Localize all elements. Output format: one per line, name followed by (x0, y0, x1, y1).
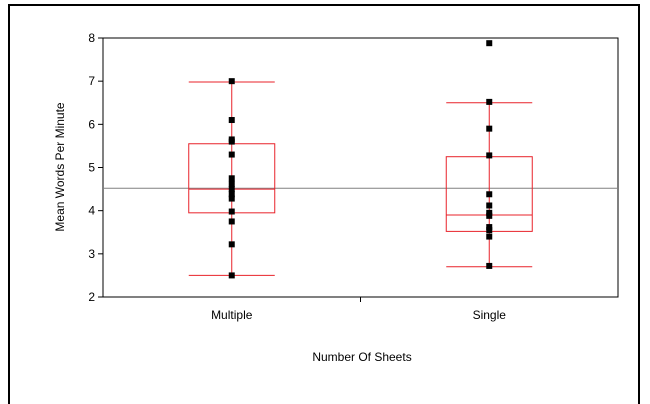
data-point (486, 233, 493, 240)
data-point (228, 272, 235, 279)
data-point (486, 98, 493, 105)
data-point (228, 78, 235, 85)
data-point (486, 191, 493, 198)
data-point (486, 202, 493, 209)
data-point (486, 152, 493, 159)
y-tick-label: 3 (88, 247, 95, 261)
y-tick-label: 2 (88, 290, 95, 304)
data-point (228, 241, 235, 248)
data-point (228, 151, 235, 158)
y-axis-title: Mean Words Per Minute (53, 102, 67, 231)
data-point (228, 180, 235, 187)
plot-area: 2 3 4 5 6 7 8 Multiple Single (88, 31, 619, 322)
data-point (486, 227, 493, 234)
y-tick-label: 4 (88, 204, 95, 218)
chart-frame (8, 4, 640, 404)
data-point (228, 218, 235, 225)
data-point (228, 186, 235, 193)
x-category-label: Multiple (211, 308, 253, 322)
data-point (486, 40, 493, 47)
data-point (486, 125, 493, 132)
y-tick-label: 5 (88, 161, 95, 175)
data-point (228, 195, 235, 202)
y-tick-label: 7 (88, 74, 95, 88)
data-point (486, 209, 493, 216)
data-point (486, 224, 493, 231)
data-point (228, 117, 235, 124)
data-point (228, 208, 235, 215)
y-tick-label: 8 (88, 31, 95, 45)
x-category-label: Single (473, 308, 507, 322)
data-point (228, 136, 235, 143)
data-point (228, 191, 235, 198)
box-plot-chart: 2 3 4 5 6 7 8 Multiple Single Number Of Sheets M… (53, 31, 619, 364)
data-point (486, 212, 493, 219)
plot-frame (102, 37, 619, 298)
data-point (486, 262, 493, 269)
x-axis-title: Number Of Sheets (312, 350, 411, 364)
y-tick-label: 6 (88, 117, 95, 131)
data-point (228, 175, 235, 182)
